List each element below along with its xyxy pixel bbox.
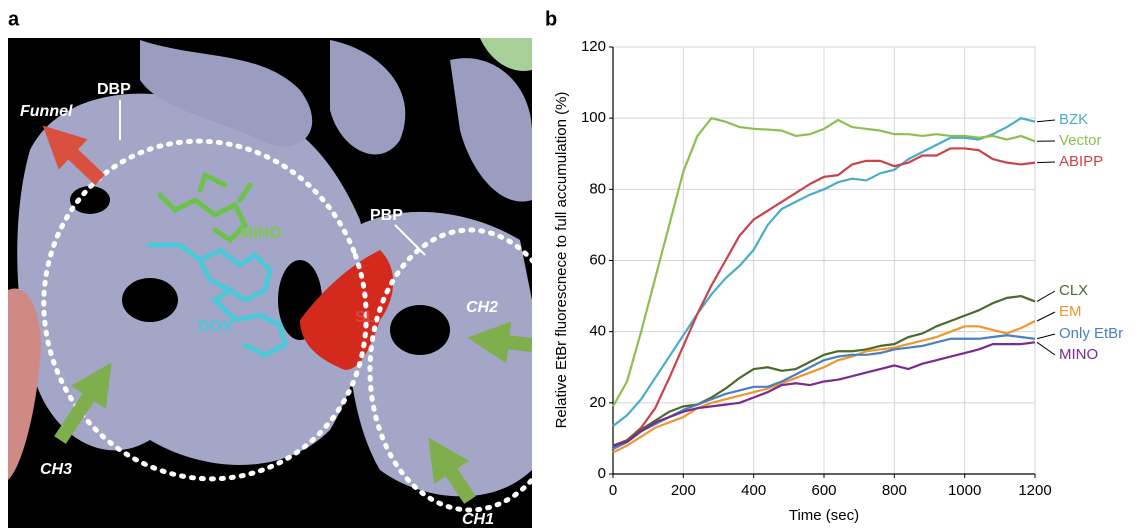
mino-molecule — [157, 171, 253, 244]
y-tick-label: 40 — [589, 323, 606, 340]
image-label: PBP — [370, 207, 403, 224]
legend-leader — [1036, 311, 1056, 322]
pbp-outline — [367, 227, 532, 513]
legend-leader — [1036, 333, 1056, 340]
channel-arrow — [467, 321, 532, 364]
panel-label: b — [545, 8, 557, 30]
legend-label: ABIPP — [1059, 153, 1103, 170]
image-label: SL — [355, 309, 376, 326]
image-label: CH2 — [466, 299, 498, 316]
x-tick-label: 1200 — [1018, 482, 1051, 499]
channel-arrow — [54, 362, 112, 444]
series-line — [612, 341, 1036, 447]
legend-leader — [1036, 119, 1056, 123]
image-label: DOX — [198, 318, 233, 335]
surface — [140, 40, 313, 147]
panel-label: a — [8, 8, 20, 30]
series-line — [612, 147, 1036, 447]
funnel-arrow — [42, 125, 105, 186]
surface — [450, 58, 532, 202]
channel-arrow — [428, 437, 476, 504]
structure-image: Funnel DBP MINO PBP DOX SL CH2 CH3 CH1 — [8, 38, 532, 528]
x-tick-label: 600 — [811, 482, 836, 499]
cavity — [70, 186, 110, 214]
series-line — [612, 320, 1036, 454]
legend-label: Vector — [1059, 132, 1102, 149]
image-label: DBP — [97, 81, 131, 98]
x-tick-label: 0 — [609, 482, 617, 499]
y-tick-label: 100 — [581, 109, 606, 126]
surface — [330, 40, 406, 155]
leader-line — [394, 224, 426, 256]
image-label: CH3 — [40, 461, 72, 478]
y-tick-label: 80 — [589, 180, 606, 197]
series-line — [612, 294, 1036, 449]
legend-label: MINO — [1059, 346, 1098, 363]
x-tick-label: 800 — [882, 482, 907, 499]
x-tick-label: 400 — [741, 482, 766, 499]
surface — [480, 38, 532, 71]
legend-label: BZK — [1059, 111, 1088, 128]
legend-label: Only EtBr — [1059, 325, 1123, 342]
legend-leader — [1036, 341, 1056, 356]
legend-label: EM — [1059, 303, 1082, 320]
dbp-outline — [41, 138, 369, 482]
y-tick-label: 60 — [589, 251, 606, 268]
dox-molecule — [147, 242, 288, 358]
series-line — [612, 117, 1036, 407]
series-line — [612, 117, 1036, 427]
image-label: CH1 — [462, 511, 494, 528]
y-tick-label: 20 — [589, 394, 606, 411]
switch-loop — [300, 250, 394, 370]
surface — [8, 288, 41, 480]
x-axis-title: Time (sec) — [789, 507, 859, 524]
legend-label: CLX — [1059, 282, 1088, 299]
y-axis-title: Relative EtBr fluorescnece to full accum… — [553, 92, 570, 429]
y-tick-label: 0 — [598, 465, 606, 482]
image-label: Funnel — [20, 103, 73, 120]
x-tick-label: 200 — [671, 482, 696, 499]
legend-leader — [1036, 161, 1056, 164]
legend-leader — [1036, 290, 1056, 302]
x-tick-label: 1000 — [948, 482, 981, 499]
series-line — [612, 334, 1036, 451]
cavity — [390, 305, 450, 355]
y-tick-label: 120 — [581, 38, 606, 55]
image-label: MINO — [240, 225, 282, 242]
cavity — [122, 278, 178, 322]
